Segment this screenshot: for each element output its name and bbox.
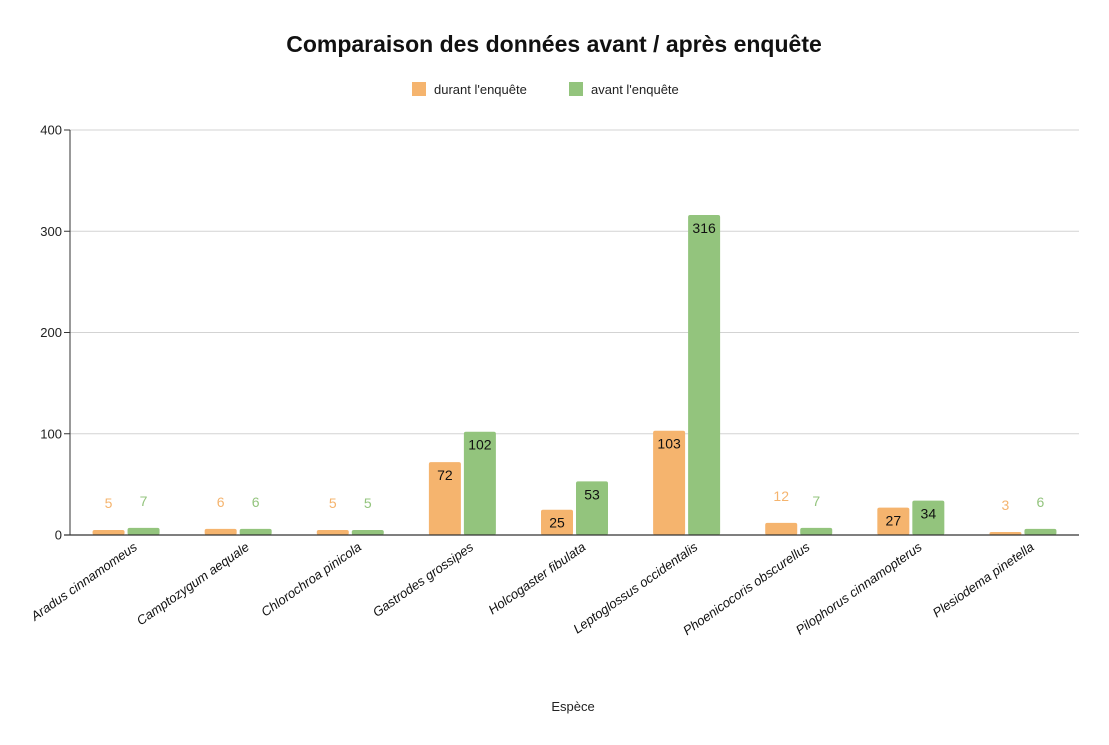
legend-swatch [569, 82, 583, 96]
category-label: Gastrodes grossipes [370, 539, 477, 620]
data-label: 7 [812, 493, 820, 509]
bar-avant-l-enqu-te-holcogaster-fibulata [576, 481, 608, 535]
category-label: Aradus cinnamomeus [27, 539, 140, 624]
bar-avant-l-enqu-te-aradus-cinnamomeus [127, 527, 160, 535]
bar-durant-l-enqu-te-holcogaster-fibulata [541, 509, 573, 535]
bars [92, 215, 1057, 536]
gridlines [70, 129, 1079, 435]
bar-avant-l-enqu-te-phoenicocoris-obscurellus [800, 527, 833, 535]
data-label: 7 [140, 493, 148, 509]
category-label: Holcogaster fibulata [485, 539, 588, 617]
legend-item-avant-l-enqu-te: avant l'enquête [569, 82, 679, 97]
data-labels: 5 6 5 72 25 103 12 27 3 7 6 5 102 53 316 7 34 6 [105, 220, 1045, 531]
legend: durant l'enquête avant l'enquête [412, 82, 679, 97]
y-axis-ticks: 0 100 200 300 400 [40, 123, 70, 543]
data-label: 3 [1002, 497, 1010, 513]
data-label: 72 [437, 467, 453, 483]
bar-durant-l-enqu-te-aradus-cinnamomeus [92, 529, 125, 535]
data-label: 5 [329, 495, 337, 511]
bar-avant-l-enqu-te-leptoglossus-occidentalis [688, 215, 721, 536]
y-tick-label: 0 [55, 528, 62, 543]
data-label: 103 [657, 436, 681, 452]
data-label: 12 [773, 488, 789, 504]
data-label: 6 [252, 494, 260, 510]
bar-durant-l-enqu-te-gastrodes-grossipes [428, 462, 461, 535]
data-label: 6 [217, 494, 225, 510]
y-tick-label: 300 [40, 224, 62, 239]
category-label: Leptoglossus occidentalis [570, 539, 700, 637]
data-label: 5 [105, 495, 113, 511]
category-label: Phoenicocoris obscurellus [680, 539, 813, 638]
legend-swatch [412, 82, 426, 96]
bar-avant-l-enqu-te-camptozygum-aequale [239, 528, 272, 535]
chart-title: Comparaison des données avant / après en… [286, 31, 822, 57]
bar-avant-l-enqu-te-chlorochroa-pinicola [351, 529, 384, 535]
y-tick-label: 400 [40, 123, 62, 138]
bar-durant-l-enqu-te-pilophorus-cinnamopterus [877, 507, 910, 535]
data-label: 102 [468, 437, 492, 453]
legend-label: durant l'enquête [434, 82, 527, 97]
category-label: Chlorochroa pinicola [258, 539, 364, 619]
bar-durant-l-enqu-te-leptoglossus-occidentalis [653, 430, 686, 535]
data-label: 6 [1037, 494, 1045, 510]
category-label: Camptozygum aequale [134, 539, 252, 628]
bar-durant-l-enqu-te-chlorochroa-pinicola [316, 529, 349, 535]
data-label: 27 [886, 513, 902, 529]
data-label: 34 [921, 506, 937, 522]
legend-item-durant-l-enqu-te: durant l'enquête [412, 82, 527, 97]
bar-avant-l-enqu-te-pilophorus-cinnamopterus [912, 500, 945, 535]
data-label: 53 [584, 486, 600, 502]
data-label: 25 [549, 515, 565, 531]
x-axis [64, 130, 1079, 536]
bar-durant-l-enqu-te-camptozygum-aequale [204, 528, 237, 535]
data-label: 5 [364, 495, 372, 511]
category-label: Plesiodema pinetella [930, 539, 1037, 620]
bar-avant-l-enqu-te-gastrodes-grossipes [463, 431, 496, 535]
y-tick-label: 200 [40, 325, 62, 340]
bar-durant-l-enqu-te-phoenicocoris-obscurellus [765, 522, 798, 535]
bar-avant-l-enqu-te-plesiodema-pinetella [1024, 528, 1057, 535]
legend-label: avant l'enquête [591, 82, 679, 97]
category-label: Pilophorus cinnamopterus [793, 539, 925, 638]
x-axis-title: Espèce [551, 699, 594, 714]
bar-durant-l-enqu-te-plesiodema-pinetella [989, 531, 1022, 535]
data-label: 316 [692, 220, 716, 236]
y-tick-label: 100 [40, 426, 62, 441]
